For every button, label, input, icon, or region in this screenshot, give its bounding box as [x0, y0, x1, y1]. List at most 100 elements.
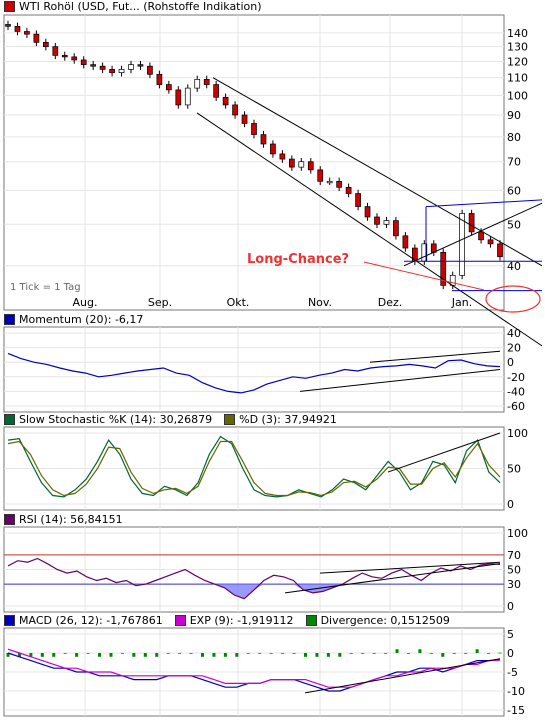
macd-y-tick-label: -5	[507, 666, 518, 679]
price-y-tick-label: 80	[507, 131, 521, 144]
stoch-k-line	[7, 435, 501, 498]
divergence-bar	[269, 653, 273, 654]
price-y-tick-label: 50	[507, 218, 521, 231]
price-candle	[52, 46, 59, 56]
price-candle	[478, 231, 484, 241]
price-candle	[374, 216, 380, 225]
rsi-y-tick-label: 50	[507, 564, 521, 577]
annotation-arrow-line	[363, 261, 485, 291]
price-candle	[80, 59, 87, 65]
divergence-bar	[452, 653, 456, 654]
divergence-bar	[29, 653, 33, 657]
price-candle	[90, 64, 97, 67]
divergence-bar	[372, 653, 376, 654]
price-candle	[222, 96, 229, 106]
price-candle	[241, 114, 248, 124]
mom-y-tick-label: -20	[507, 371, 525, 384]
macd-panel-title: MACD (26, 12): -1,767861 EXP (9): -1,919…	[4, 614, 450, 627]
macd-y-tick-label: -15	[507, 704, 525, 717]
divergence-bar	[143, 653, 147, 657]
price-candle	[393, 220, 399, 237]
momentum-legend-swatch	[4, 314, 15, 325]
exp-label: EXP (9): -1,919112	[189, 614, 294, 627]
divergence-bar	[75, 653, 79, 657]
macd-label: MACD (26, 12): -1,767861	[19, 614, 163, 627]
rsi-panel-title: RSI (14): 56,84151	[4, 513, 123, 526]
price-candle	[14, 25, 21, 32]
price-candle	[232, 104, 238, 116]
divergence-bar	[155, 653, 159, 657]
price-panel-title: WTI Rohöl (USD, Fut... (Rohstoffe Indika…	[4, 0, 262, 13]
price-y-tick-label: 120	[507, 55, 528, 68]
divergence-bar	[201, 653, 205, 657]
price-candle	[270, 143, 276, 155]
price-candle	[61, 55, 68, 58]
price-x-tick-label: Sep.	[148, 296, 172, 309]
trendline-upper-channel	[212, 77, 543, 267]
price-candle	[307, 161, 314, 171]
price-candle	[213, 84, 220, 98]
stoch-d-legend-swatch	[224, 414, 236, 425]
tick-note: 1 Tick = 1 Tag	[10, 282, 81, 293]
mom-y-tick-label: 40	[507, 327, 521, 340]
exp-legend-swatch	[174, 615, 186, 626]
divergence-bar	[132, 653, 136, 657]
price-candle	[24, 31, 30, 35]
divergence-bar	[326, 653, 330, 657]
price-candle	[165, 84, 172, 91]
rsi-y-tick-label: 100	[507, 527, 528, 540]
divergence-bar	[361, 653, 365, 654]
price-candle	[99, 65, 106, 70]
divergence-bar	[487, 653, 491, 654]
divergence-bar	[189, 653, 193, 654]
price-candle	[326, 180, 333, 184]
resistance-line	[425, 199, 543, 208]
stoch-panel-title: Slow Stochastic %K (14): 30,26879 %D (3)…	[4, 413, 337, 426]
momentum-trendline-lower	[299, 369, 501, 392]
divergence-bar	[384, 653, 388, 654]
price-candle	[487, 239, 494, 245]
price-candle	[364, 206, 371, 218]
mom-panel-frame	[3, 326, 505, 413]
divergence-bar	[109, 653, 113, 657]
divergence-bar	[303, 653, 307, 657]
stoch-trendline	[387, 432, 501, 473]
annotation-target-ellipse	[485, 285, 541, 313]
price-candle	[184, 87, 191, 106]
price-candle	[317, 169, 324, 182]
trendline-lower-channel	[196, 112, 543, 347]
divergence-bar	[246, 653, 250, 654]
stoch-d-label: %D (3): 37,94921	[239, 413, 337, 426]
divergence-bar	[418, 649, 422, 653]
price-y-tick-label: 90	[507, 109, 521, 122]
price-candle	[402, 235, 409, 249]
divergence-bar	[349, 653, 353, 654]
price-candle	[345, 186, 352, 194]
sto-y-tick-label: 50	[507, 463, 521, 476]
divergence-bar	[395, 649, 399, 653]
price-candle	[118, 69, 125, 74]
price-candle	[147, 65, 153, 75]
divergence-bar	[498, 652, 502, 654]
divergence-legend-swatch	[305, 615, 317, 626]
price-x-tick-label: Dez.	[378, 296, 403, 309]
divergence-bar	[6, 653, 10, 657]
price-candle	[251, 123, 257, 135]
price-x-tick-label: Jan.	[451, 296, 472, 309]
price-candle	[5, 24, 11, 27]
divergence-bar	[98, 653, 102, 657]
divergence-bar	[464, 653, 468, 654]
momentum-trendline-upper	[369, 350, 501, 363]
price-y-tick-label: 140	[507, 27, 528, 40]
rsi-legend-swatch	[4, 514, 15, 525]
macd-y-tick-label: 0	[507, 647, 514, 660]
mom-y-tick-label: -40	[507, 385, 525, 398]
sto-y-tick-label: 0	[507, 498, 514, 511]
price-legend-swatch	[4, 1, 15, 12]
macd-legend-swatch	[4, 615, 15, 626]
price-candle	[71, 56, 78, 61]
price-candle	[279, 153, 286, 160]
rsi-y-tick-label: 30	[507, 578, 521, 591]
stoch-k-legend-swatch	[4, 414, 15, 425]
